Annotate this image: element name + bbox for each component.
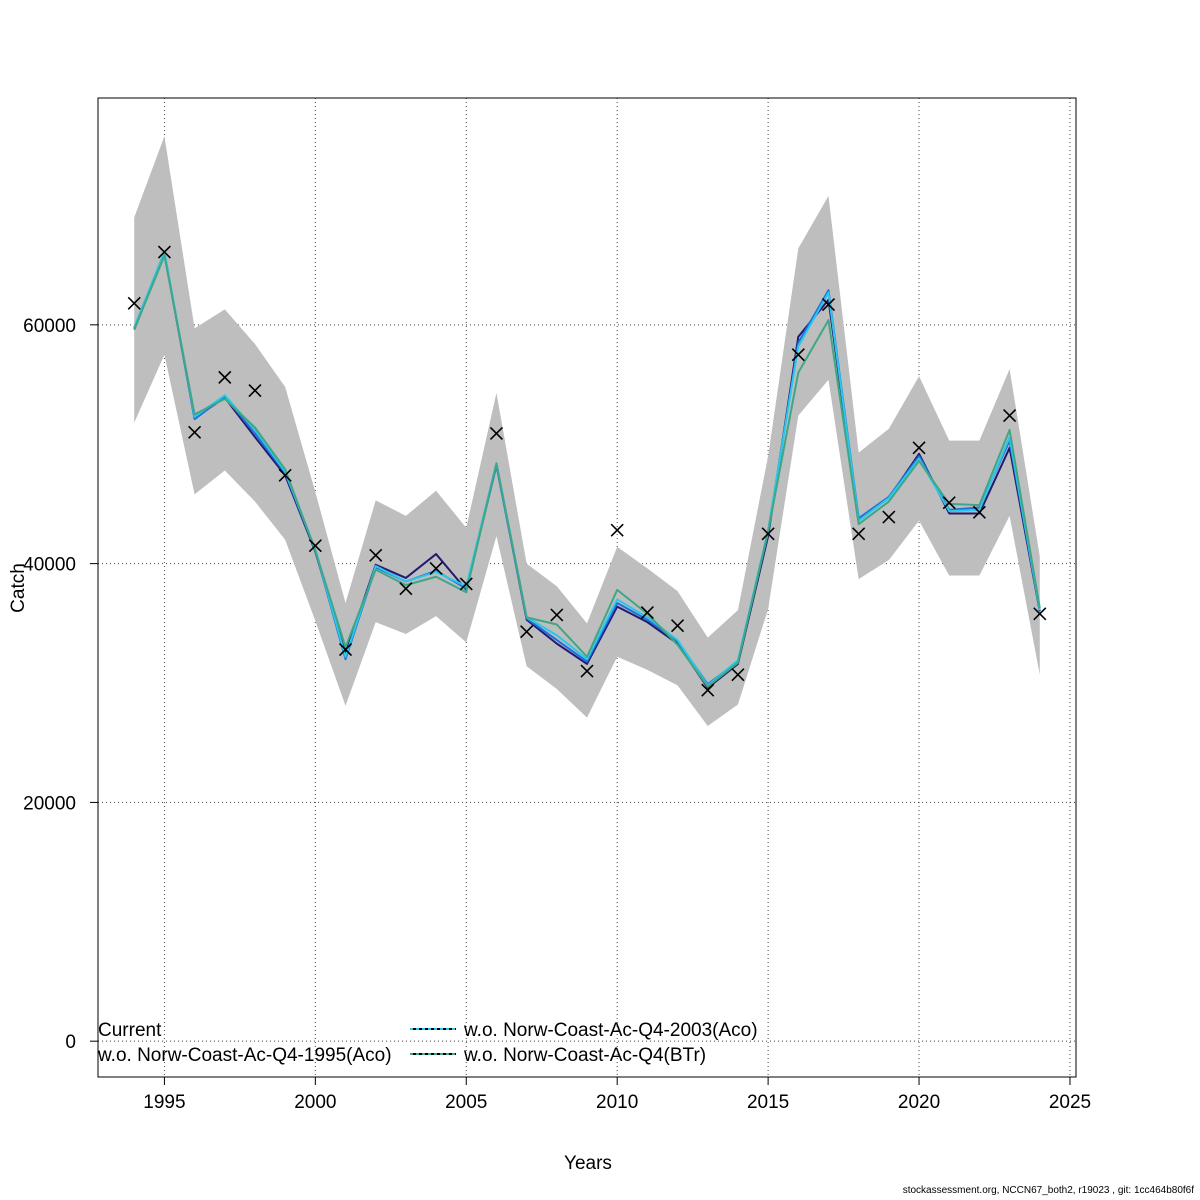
observed-cross-b — [338, 643, 353, 657]
observed-cross-b — [459, 577, 473, 591]
observed-point-2013 — [701, 683, 715, 697]
observed-cross-b — [640, 606, 654, 620]
observed-cross-b — [972, 505, 986, 519]
x-tick-label-2000: 2000 — [294, 1092, 336, 1113]
x-tick-label-2015: 2015 — [747, 1092, 789, 1113]
observed-cross-b — [701, 683, 715, 697]
observed-point-2009 — [580, 664, 594, 678]
observed-point-2002 — [369, 548, 383, 562]
axes: 1995 2000 2005 2010 2015 2020 2025 0 20000 40000 6… — [23, 316, 1091, 1113]
observed-point-2016 — [791, 348, 805, 362]
observed-cross-b — [1033, 607, 1047, 621]
observed-point-2007 — [520, 625, 534, 639]
observed-cross-b — [821, 297, 836, 312]
x-axis-label: Years — [564, 1153, 612, 1174]
plot-frame — [97, 97, 1077, 1078]
x-tick-label-2010: 2010 — [596, 1092, 638, 1113]
observed-cross-b — [278, 468, 292, 482]
observed-cross-b — [429, 561, 443, 575]
observed-cross-b — [520, 625, 534, 639]
observed-point-2003 — [399, 582, 413, 596]
observed-cross-b — [1003, 409, 1017, 423]
observed-cross-b — [882, 510, 896, 524]
x-tick-label-2025: 2025 — [1049, 1092, 1091, 1113]
observed-point-1997 — [218, 370, 232, 384]
observed-point-1996 — [188, 425, 202, 439]
observed-point-2005 — [459, 577, 473, 591]
x-tick-label-2005: 2005 — [445, 1092, 487, 1113]
observed-cross-b — [399, 582, 413, 596]
observed-point-2004 — [429, 561, 443, 575]
y-tick-label-60000: 60000 — [23, 316, 76, 337]
x-tick-label-2020: 2020 — [898, 1092, 940, 1113]
observed-cross-b — [218, 370, 232, 384]
observed-point-2000 — [308, 539, 322, 553]
observed-point-2022 — [972, 505, 986, 519]
observed-cross-b — [308, 539, 322, 553]
observed-cross-b — [912, 441, 926, 455]
y-tick-label-20000: 20000 — [23, 793, 76, 814]
observed-cross-b — [761, 527, 775, 541]
legend-label-btr: w.o. Norw-Coast-Ac-Q4(BTr) — [463, 1045, 706, 1066]
observed-point-2018 — [852, 527, 866, 541]
observed-point-2001 — [338, 643, 353, 657]
observed-cross-b — [127, 296, 141, 310]
observed-point-2006 — [489, 426, 504, 441]
observed-point-1999 — [278, 468, 292, 482]
observed-point-2017 — [821, 297, 836, 312]
legend-label-2003: w.o. Norw-Coast-Ac-Q4-2003(Aco) — [463, 1020, 758, 1041]
x-tick-label-1995: 1995 — [143, 1092, 185, 1113]
observed-cross-b — [489, 426, 504, 441]
observed-cross-b — [791, 348, 805, 362]
observed-point-1994 — [127, 296, 141, 310]
observed-cross-b — [610, 523, 624, 537]
y-tick-label-40000: 40000 — [23, 555, 76, 576]
observed-point-2021 — [942, 496, 956, 510]
legend: Current w.o. Norw-Coast-Ac-Q4-1995(Aco) … — [97, 1020, 758, 1066]
observed-point-2020 — [912, 441, 926, 455]
observed-point-2011 — [640, 606, 654, 620]
observed-cross-b — [157, 245, 171, 259]
confidence-band — [134, 136, 1040, 726]
observed-cross-b — [369, 548, 383, 562]
legend-label-current: Current — [98, 1020, 162, 1041]
observed-cross-b — [670, 619, 685, 633]
legend-label-1995: w.o. Norw-Coast-Ac-Q4-1995(Aco) — [97, 1045, 392, 1066]
observed-point-2012 — [670, 619, 685, 633]
observed-cross-b — [731, 668, 745, 682]
observed-cross-b — [852, 527, 866, 541]
observed-point-2015 — [761, 527, 775, 541]
observed-point-2023 — [1003, 409, 1017, 423]
observed-cross-b — [580, 664, 594, 678]
observed-cross-b — [550, 608, 564, 622]
observed-point-2008 — [550, 608, 564, 622]
observed-cross-b — [188, 425, 202, 439]
y-tick-label-0: 0 — [65, 1032, 76, 1053]
observed-point-2024 — [1033, 607, 1047, 621]
grid-lines — [98, 98, 1076, 1077]
data-area — [127, 136, 1047, 726]
observed-cross-b — [942, 496, 956, 510]
observed-cross-b — [248, 383, 262, 398]
observed-point-1998 — [248, 383, 262, 398]
observed-point-2010 — [610, 523, 624, 537]
observed-point-1995 — [157, 245, 171, 259]
y-axis-label: Catch — [8, 563, 29, 613]
series-line-3 — [133, 254, 1041, 688]
observed-point-2014 — [731, 668, 745, 682]
observed-point-2019 — [882, 510, 896, 524]
footer-credit: stockassessment.org, NCCN67_both2, r1902… — [902, 1185, 1194, 1196]
